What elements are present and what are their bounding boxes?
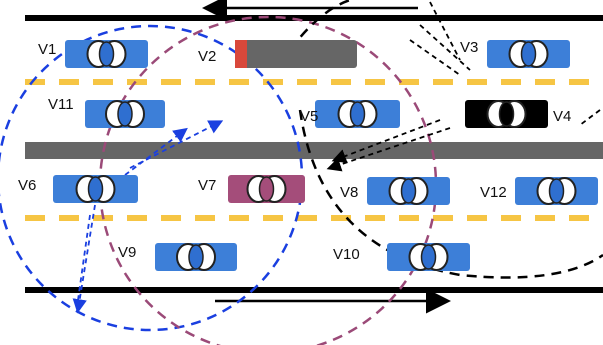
vehicle-icon (402, 179, 416, 203)
vehicle: V12 (480, 177, 598, 205)
vehicle-label: V10 (333, 246, 360, 263)
vehicle-icon (118, 102, 132, 126)
vehicle-icon (260, 177, 274, 201)
vehicle-icon (522, 42, 536, 66)
vehicle: V5 (300, 100, 400, 128)
vehicle-body (235, 40, 357, 68)
vehicle-icon (550, 179, 564, 203)
road-diagram: V1 V2 V3 V11 V5 V4 V6 V7 V8 V12 V9 V10 (0, 0, 603, 345)
vehicle: V4 (465, 100, 571, 128)
vehicle-icon (189, 245, 203, 269)
vehicle-icon (422, 245, 436, 269)
vehicle: V6 (18, 175, 138, 203)
vehicle-label: V6 (18, 177, 36, 194)
vehicle-label: V4 (553, 108, 571, 125)
vehicle-icon (351, 102, 365, 126)
vehicle-label: V7 (198, 177, 216, 194)
road-edge-bottom (25, 287, 603, 293)
median (25, 142, 603, 159)
vehicle-label: V12 (480, 184, 507, 201)
vehicle: V1 (38, 40, 148, 68)
page: V1 V2 V3 V11 V5 V4 V6 V7 V8 V12 V9 V10 (… (0, 0, 603, 345)
vehicle-label: V5 (300, 108, 318, 125)
vehicle: V10 (333, 243, 470, 271)
vehicle: V9 (118, 243, 237, 271)
vehicle-icon (500, 102, 514, 126)
vehicle-label: V9 (118, 244, 136, 261)
vehicle-front (235, 40, 247, 68)
vehicle-label: V11 (48, 96, 74, 113)
vehicle-label: V8 (340, 184, 358, 201)
vehicle-label: V3 (460, 39, 478, 56)
vehicle: V8 (340, 177, 450, 205)
vehicle-icon (89, 177, 103, 201)
vehicle-icon (100, 42, 114, 66)
road-edge-top (25, 15, 603, 21)
vehicle: V7 (198, 175, 305, 203)
vehicle-label: V1 (38, 41, 56, 58)
vehicle-label: V2 (198, 48, 216, 65)
vehicle: V11 (48, 96, 165, 128)
vehicle: V3 (460, 39, 570, 68)
